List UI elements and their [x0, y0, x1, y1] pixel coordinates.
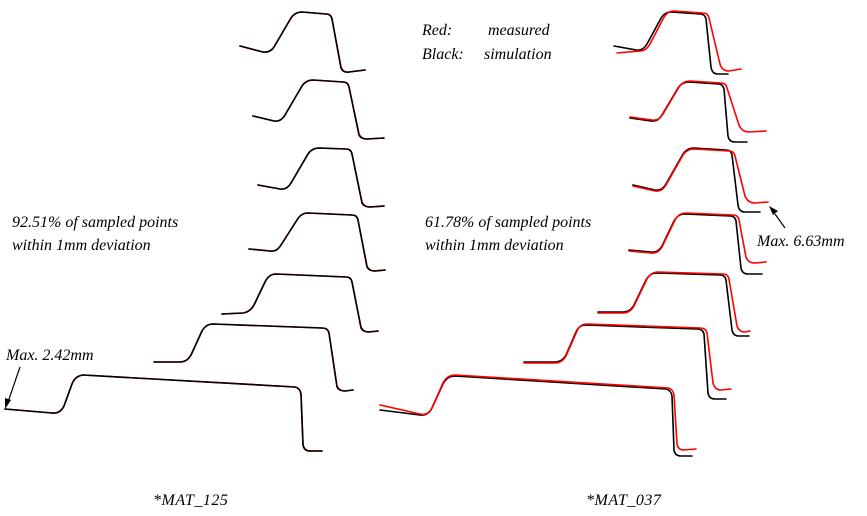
right-panel-profiles [379, 10, 769, 457]
right-section-3-measured [632, 148, 769, 204]
right-section-6-measured [523, 323, 732, 391]
right-section-4-measured [628, 212, 767, 264]
left-stat-line2: within 1mm deviation [12, 237, 151, 254]
right-section-4-simulated [628, 213, 763, 275]
right-section-5-measured [597, 271, 751, 333]
right-section-2 [629, 80, 767, 143]
left-section-7 [4, 374, 323, 452]
left-section-3 [257, 147, 385, 208]
left-section-6 [153, 323, 354, 392]
left-section-4 [248, 212, 386, 272]
left-panel-profiles [4, 11, 386, 452]
right-section-7-measured [379, 374, 697, 451]
right-section-5 [597, 271, 751, 337]
right-stat-line2: within 1mm deviation [425, 237, 564, 254]
left-section-2-measured [252, 79, 385, 140]
right-section-2-simulated [629, 81, 748, 143]
left-section-3-measured [257, 147, 385, 208]
legend-red-key: Red: [421, 22, 452, 39]
right-section-4 [628, 212, 767, 275]
legend-black-value: simulation [484, 46, 552, 63]
left-max-arrow [5, 366, 21, 409]
left-caption: *MAT_125 [153, 492, 228, 509]
left-stat-line1: 92.51% of sampled points [12, 214, 178, 231]
right-section-1-simulated [613, 11, 729, 75]
right-section-6 [523, 323, 732, 400]
right-caption: *MAT_037 [586, 492, 662, 509]
left-section-1 [239, 11, 366, 73]
left-section-4-simulated [248, 212, 386, 272]
left-section-1-simulated [239, 11, 366, 73]
right-section-3 [632, 147, 769, 213]
right-max-arrow [769, 206, 786, 229]
right-max-arrow-head [769, 206, 778, 215]
left-section-2-simulated [252, 79, 385, 140]
left-section-7-simulated [4, 374, 323, 452]
left-max-arrow-line [7, 366, 21, 403]
left-section-5-simulated [221, 273, 379, 333]
right-max-arrow-line [774, 213, 786, 229]
right-section-1 [613, 10, 742, 75]
right-section-1-measured [616, 10, 742, 72]
right-max-label: Max. 6.63mm [756, 233, 845, 250]
legend-black-key: Black: [422, 46, 464, 63]
left-section-5-measured [221, 273, 379, 333]
left-section-2 [252, 79, 385, 140]
left-section-1-measured [239, 11, 366, 73]
right-section-6-simulated [523, 324, 727, 400]
right-section-7-simulated [379, 375, 693, 457]
right-section-7 [379, 374, 697, 457]
left-max-arrow-head [5, 398, 11, 409]
left-section-6-simulated [153, 323, 354, 392]
left-section-4-measured [248, 212, 386, 272]
right-stat-line1: 61.78% of sampled points [425, 214, 591, 231]
right-section-2-measured [629, 80, 767, 133]
left-section-5 [221, 273, 379, 333]
legend-red-value: measured [488, 22, 551, 39]
left-section-3-simulated [257, 147, 385, 208]
left-max-label: Max. 2.42mm [5, 347, 94, 364]
